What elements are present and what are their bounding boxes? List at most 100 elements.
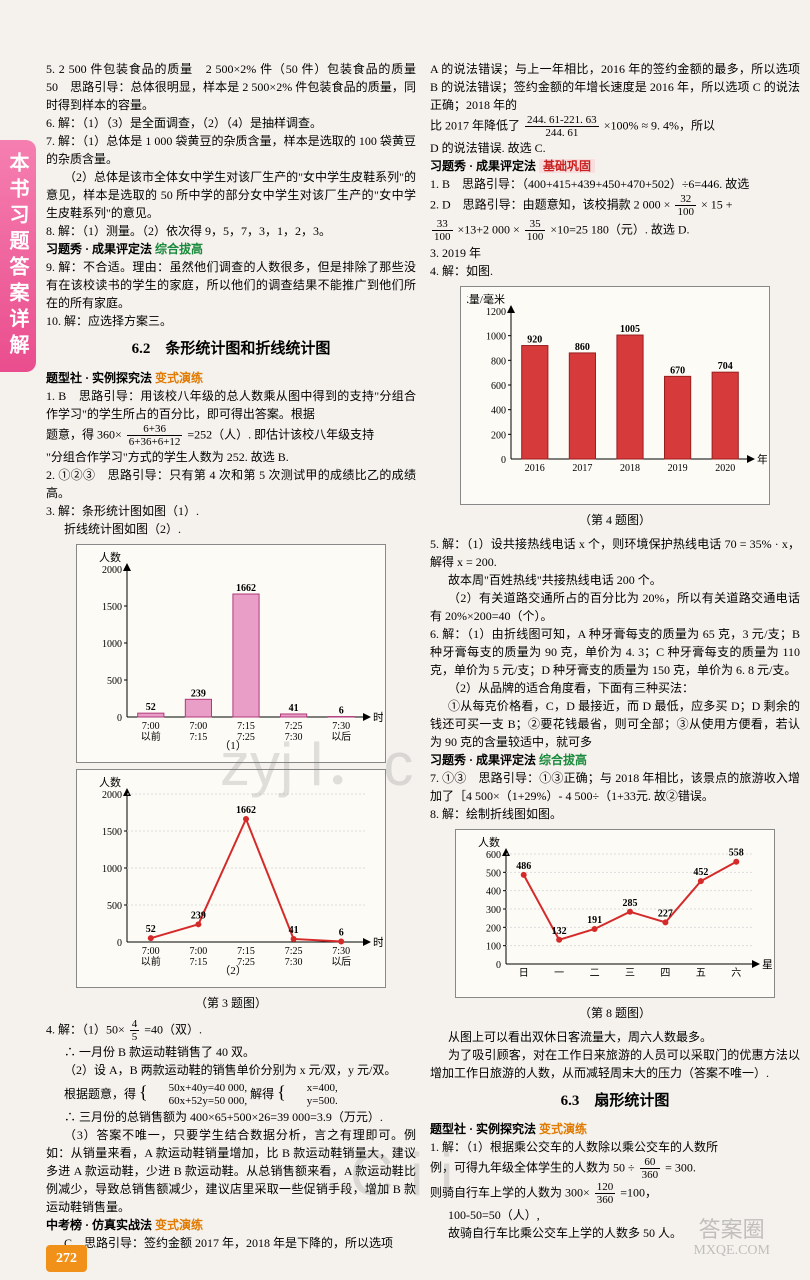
txs-label-2: 题型社 · 实例探究法 变式演练: [430, 1120, 800, 1138]
svg-text:7:00: 7:00: [190, 946, 208, 957]
t1-line2: 例，可得九年级全体学生的人数为 50 ÷ 60 360 = 300.: [430, 1156, 800, 1181]
svg-text:时间: 时间: [373, 936, 383, 949]
svg-text:日: 日: [519, 968, 529, 979]
section-6-2-title: 6.2 条形统计图和折线统计图: [46, 338, 416, 361]
svg-text:558: 558: [729, 847, 744, 858]
svg-text:2017: 2017: [572, 463, 592, 474]
r2c: ×13+2 000 ×: [458, 223, 520, 237]
svg-text:239: 239: [191, 688, 206, 699]
svg-text:227: 227: [658, 908, 673, 919]
svg-text:年份: 年份: [757, 452, 767, 466]
svg-text:1000: 1000: [102, 864, 122, 875]
svg-text:7:15: 7:15: [237, 946, 255, 957]
svg-text:7:15: 7:15: [237, 721, 255, 732]
t1f2d: 360: [595, 1194, 616, 1206]
svg-text:2019: 2019: [668, 463, 688, 474]
t1b: 例，可得九年级全体学生的人数为 50 ÷: [430, 1160, 635, 1174]
r1: 1. B 思路引导：（400+415+439+450+470+502）÷6=44…: [430, 175, 800, 193]
svg-text:7:25: 7:25: [285, 946, 303, 957]
svg-text:41: 41: [289, 703, 299, 714]
pB: 比 2017 年降低了 244. 61-221. 63 244. 61 ×100…: [430, 114, 800, 139]
svg-text:人数: 人数: [478, 836, 500, 849]
r7: 7. ①③ 思路引导：①③正确；与 2018 年相比，该景点的旅游收入增加了［4…: [430, 769, 800, 805]
svg-text:以前: 以前: [141, 955, 161, 968]
zkb-tag: 变式演练: [155, 1218, 203, 1232]
r2b: × 15 +: [701, 198, 733, 212]
item-7a: 7. 解：（1）总体是 1 000 袋黄豆的杂质含量，样本是选取的 100 袋黄…: [46, 132, 416, 168]
stamp: 答案圈 MXQE.COM: [693, 1217, 770, 1260]
svg-text:300: 300: [486, 905, 501, 916]
svg-text:7:30: 7:30: [285, 957, 303, 968]
r6a: 6. 解：（1）由折线图可知，A 种牙膏每支的质量为 65 克，3 元/支；B …: [430, 625, 800, 679]
pBd: 244. 61: [525, 127, 599, 139]
q4sys1: 50x+40y=40 000,: [151, 1082, 247, 1095]
svg-text:191: 191: [587, 915, 602, 926]
svg-text:704: 704: [718, 361, 733, 372]
r6c: ①从每克价格看，C，D 最接近，而 D 最低，应多买 D；D 剩余的钱还可买一支…: [430, 697, 800, 751]
xts2-tag: 基础巩固: [539, 159, 595, 173]
q1d: "分组合作学习"方式的学生人数为 252. 故选 B.: [46, 448, 416, 466]
svg-text:800: 800: [491, 356, 506, 367]
item-8: 8. 解：（1）测量。（2）依次得 9，5，7，3，1，2，3。: [46, 222, 416, 240]
svg-text:239: 239: [191, 910, 206, 921]
svg-text:132: 132: [552, 925, 567, 936]
q1a: 1. B 思路引导：用该校八年级的总人数乘从图中得到的支持"分组合作学习"的学生…: [46, 387, 416, 423]
svg-text:2000: 2000: [102, 790, 122, 801]
q4sys2: 60x+52y=50 000,: [151, 1095, 247, 1108]
svg-text:星期: 星期: [762, 958, 772, 971]
item-7b: （2）总体是该市全体女中学生对该厂生产的"女中学生皮鞋系列"的意见，样本是选取的…: [46, 168, 416, 222]
svg-text:1200: 1200: [486, 307, 506, 318]
svg-text:600: 600: [491, 381, 506, 392]
pBc: D 的说法错误. 故选 C.: [430, 139, 800, 157]
page-number: 272: [46, 1245, 87, 1272]
svg-text:1662: 1662: [236, 805, 256, 816]
txs2-tag: 变式演练: [539, 1122, 587, 1136]
svg-text:1000: 1000: [102, 639, 122, 650]
q3a: 3. 解：条形统计图如图（1）.: [46, 502, 416, 520]
svg-text:400: 400: [491, 405, 506, 416]
svg-text:1500: 1500: [102, 827, 122, 838]
svg-text:2018: 2018: [620, 463, 640, 474]
zkb-text: 中考榜 · 仿真实战法: [46, 1218, 152, 1232]
r2-line1: 2. D 思路引导：由题意知，该校捐款 2 000 × 32 100 × 15 …: [430, 193, 800, 218]
xts3-text: 习题秀 · 成果评定法: [430, 753, 536, 767]
txs2-text: 题型社 · 实例探究法: [430, 1122, 536, 1136]
svg-text:（2）: （2）: [219, 964, 247, 976]
svg-text:2000: 2000: [102, 565, 122, 576]
q4-line1: 4. 解：（1）50× 4 5 =40（双）.: [46, 1018, 416, 1043]
t1f1: 60 360: [638, 1156, 663, 1181]
r2f2n: 33: [432, 218, 453, 231]
item-6: 6. 解：（1）（3）是全面调查，（2）（4）是抽样调查。: [46, 114, 416, 132]
svg-text:52: 52: [146, 702, 156, 713]
q4b: =40（双）.: [144, 1022, 202, 1036]
t1-line3: 则骑自行车上学的人数为 300× 120 360 =100，: [430, 1181, 800, 1206]
svg-text:1662: 1662: [236, 583, 256, 594]
q4d: 5: [130, 1031, 140, 1043]
svg-text:1500: 1500: [102, 602, 122, 613]
svg-text:7:15: 7:15: [190, 732, 208, 743]
chart-1-bar: 人数时间50010001500200007:00以前7:007:157:157:…: [76, 544, 386, 763]
svg-text:以后: 以后: [331, 731, 351, 743]
right-column: A 的说法错误；与上一年相比，2016 年的签约金额的最多，所以选项 B 的说法…: [430, 60, 800, 1252]
q1c: =252（人）. 即估计该校八年级支持: [187, 427, 374, 441]
q4mid: 解得: [250, 1087, 274, 1101]
svg-text:人数: 人数: [99, 776, 121, 789]
svg-text:以后: 以后: [331, 956, 351, 968]
q1-frac: 6+36 6+36+6+12: [125, 423, 185, 448]
svg-text:100: 100: [486, 941, 501, 952]
side-tab: 本书习题答案详解: [0, 140, 36, 372]
xts1-tag: 综合拔高: [155, 242, 203, 256]
section-6-3-title: 6.3 扇形统计图: [430, 1090, 800, 1113]
r2a: 2. D 思路引导：由题意知，该校捐款 2 000 ×: [430, 198, 670, 212]
chart-2-svg: 人数时间50010001500200007:00以前7:007:157:157:…: [83, 776, 383, 976]
svg-text:200: 200: [486, 923, 501, 934]
txs1-text: 题型社 · 实例探究法: [46, 371, 152, 385]
r8c: 为了吸引顾客，对在工作日来旅游的人员可以采取门的优惠方法以增加工作日旅游的人数，…: [430, 1046, 800, 1082]
xts-label-2: 习题秀 · 成果评定法 基础巩固: [430, 157, 800, 175]
xts-label-3: 习题秀 · 成果评定法 综合拔高: [430, 751, 800, 769]
q4d: （2）设 A，B 两款运动鞋的销售单价分别为 x 元/双，y 元/双。: [46, 1061, 416, 1079]
t1f1n: 60: [640, 1156, 661, 1169]
stamp-l2: MXQE.COM: [693, 1243, 770, 1260]
svg-text:二: 二: [590, 968, 600, 979]
page-content: 5. 2 500 件包装食品的质量 2 500×2% 件（50 件）包装食品的质…: [46, 60, 806, 1252]
